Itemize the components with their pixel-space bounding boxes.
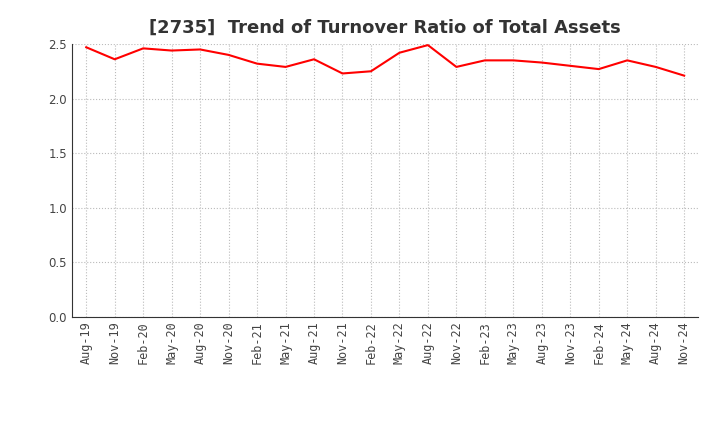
Title: [2735]  Trend of Turnover Ratio of Total Assets: [2735] Trend of Turnover Ratio of Total … (149, 19, 621, 37)
